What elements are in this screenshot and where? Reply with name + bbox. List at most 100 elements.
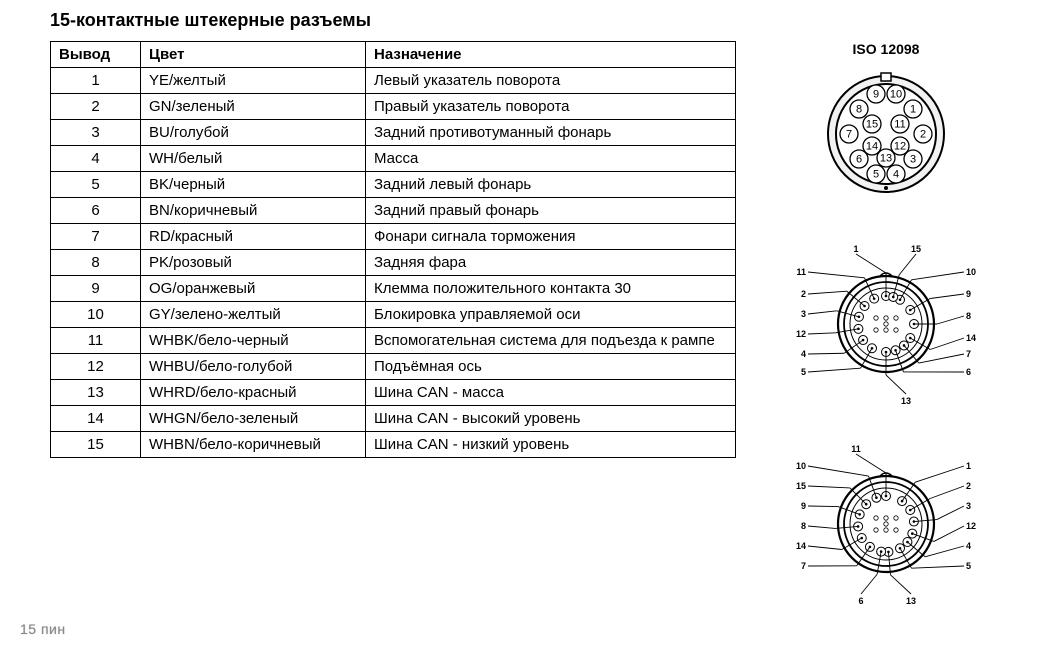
cell-pin: 10 [51,302,141,328]
cell-function: Клемма положительного контакта 30 [366,276,736,302]
svg-text:4: 4 [966,541,971,551]
svg-text:6: 6 [856,154,862,166]
svg-text:10: 10 [966,267,976,277]
svg-text:10: 10 [796,461,806,471]
svg-text:12: 12 [966,521,976,531]
svg-text:7: 7 [801,561,806,571]
cell-color: GN/зеленый [141,94,366,120]
cell-pin: 9 [51,276,141,302]
svg-text:14: 14 [796,541,806,551]
svg-text:9: 9 [801,501,806,511]
svg-text:11: 11 [796,267,806,277]
cell-function: Задний левый фонарь [366,172,736,198]
svg-text:11: 11 [894,119,905,131]
table-row: 4WH/белыйМасса [51,146,736,172]
table-row: 9OG/оранжевыйКлемма положительного конта… [51,276,736,302]
cell-function: Левый указатель поворота [366,68,736,94]
cell-color: WHBN/бело-коричневый [141,432,366,458]
table-row: 15WHBN/бело-коричневыйШина CAN - низкий … [51,432,736,458]
cell-color: BU/голубой [141,120,366,146]
table-row: 14WHGN/бело-зеленыйШина CAN - высокий ур… [51,406,736,432]
svg-text:12: 12 [894,141,906,153]
svg-text:14: 14 [866,141,878,153]
cell-color: WH/белый [141,146,366,172]
svg-text:15: 15 [911,244,921,254]
cell-pin: 6 [51,198,141,224]
col-header-color: Цвет [141,42,366,68]
table-row: 13WHRD/бело-красныйШина CAN - масса [51,380,736,406]
cell-function: Задний противотуманный фонарь [366,120,736,146]
svg-text:7: 7 [966,349,971,359]
cell-pin: 1 [51,68,141,94]
cell-color: WHBU/бело-голубой [141,354,366,380]
cell-color: YE/желтый [141,68,366,94]
svg-text:12: 12 [796,329,806,339]
cell-pin: 15 [51,432,141,458]
table-row: 11WHBK/бело-черныйВспомогательная систем… [51,328,736,354]
cell-pin: 14 [51,406,141,432]
cell-function: Шина CAN - высокий уровень [366,406,736,432]
cell-function: Правый указатель поворота [366,94,736,120]
svg-text:4: 4 [801,349,806,359]
pinout-table: Вывод Цвет Назначение 1YE/желтыйЛевый ук… [50,41,736,458]
svg-text:5: 5 [801,367,806,377]
svg-text:6: 6 [858,596,863,606]
cell-color: PK/розовый [141,250,366,276]
cell-color: RD/красный [141,224,366,250]
table-row: 2GN/зеленыйПравый указатель поворота [51,94,736,120]
svg-text:8: 8 [801,521,806,531]
svg-text:11: 11 [851,444,861,454]
svg-text:6: 6 [966,367,971,377]
svg-text:3: 3 [801,309,806,319]
table-row: 12WHBU/бело-голубойПодъёмная ось [51,354,736,380]
footer-label: 15 пин [20,621,1028,637]
cell-color: BN/коричневый [141,198,366,224]
cell-function: Подъёмная ось [366,354,736,380]
svg-text:13: 13 [880,153,892,165]
svg-text:2: 2 [966,481,971,491]
svg-text:1: 1 [853,244,858,254]
cell-pin: 11 [51,328,141,354]
table-row: 6BN/коричневыйЗадний правый фонарь [51,198,736,224]
svg-text:5: 5 [873,169,879,181]
svg-text:9: 9 [966,289,971,299]
connector-diagram-2: 110981476135412321115 [781,239,991,409]
cell-pin: 8 [51,250,141,276]
svg-text:7: 7 [846,129,852,141]
cell-color: GY/зелено-желтый [141,302,366,328]
cell-color: WHGN/бело-зеленый [141,406,366,432]
cell-function: Задняя фара [366,250,736,276]
cell-function: Задний правый фонарь [366,198,736,224]
svg-text:2: 2 [920,129,926,141]
col-header-pin: Вывод [51,42,141,68]
table-header-row: Вывод Цвет Назначение [51,42,736,68]
cell-color: BK/черный [141,172,366,198]
svg-text:14: 14 [966,333,976,343]
svg-text:15: 15 [796,481,806,491]
cell-pin: 4 [51,146,141,172]
table-row: 7RD/красныйФонари сигнала торможения [51,224,736,250]
svg-text:1: 1 [966,461,971,471]
svg-text:3: 3 [910,154,916,166]
cell-color: OG/оранжевый [141,276,366,302]
cell-function: Шина CAN - низкий уровень [366,432,736,458]
svg-text:5: 5 [966,561,971,571]
cell-color: WHRD/бело-красный [141,380,366,406]
svg-text:8: 8 [856,104,862,116]
svg-text:15: 15 [866,119,878,131]
svg-text:4: 4 [893,169,899,181]
page-title: 15-контактные штекерные разъемы [50,10,1028,31]
cell-pin: 7 [51,224,141,250]
pinout-table-wrap: Вывод Цвет Назначение 1YE/желтыйЛевый ук… [50,41,736,458]
table-row: 5BK/черныйЗадний левый фонарь [51,172,736,198]
cell-pin: 13 [51,380,141,406]
cell-pin: 2 [51,94,141,120]
svg-text:13: 13 [901,396,911,406]
svg-text:10: 10 [890,89,902,101]
cell-pin: 5 [51,172,141,198]
svg-text:8: 8 [966,311,971,321]
table-row: 10GY/зелено-желтыйБлокировка управляемой… [51,302,736,328]
table-row: 1YE/желтыйЛевый указатель поворота [51,68,736,94]
connector-diagram-1: ISO 12098 123456789101112131415 [806,41,966,209]
svg-text:9: 9 [873,89,879,101]
